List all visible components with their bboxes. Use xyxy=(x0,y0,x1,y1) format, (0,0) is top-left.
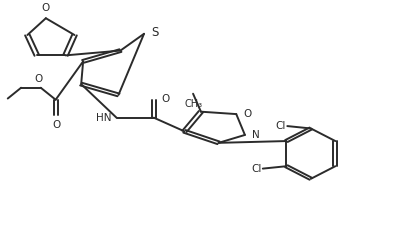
Text: S: S xyxy=(151,26,158,39)
Text: O: O xyxy=(53,120,61,130)
Text: O: O xyxy=(42,3,50,13)
Text: HN: HN xyxy=(96,113,112,123)
Text: O: O xyxy=(243,109,252,119)
Text: Cl: Cl xyxy=(276,121,286,130)
Text: Cl: Cl xyxy=(251,164,262,174)
Text: CH₃: CH₃ xyxy=(184,98,202,109)
Text: N: N xyxy=(252,130,260,140)
Text: O: O xyxy=(161,94,169,104)
Text: O: O xyxy=(35,74,43,84)
